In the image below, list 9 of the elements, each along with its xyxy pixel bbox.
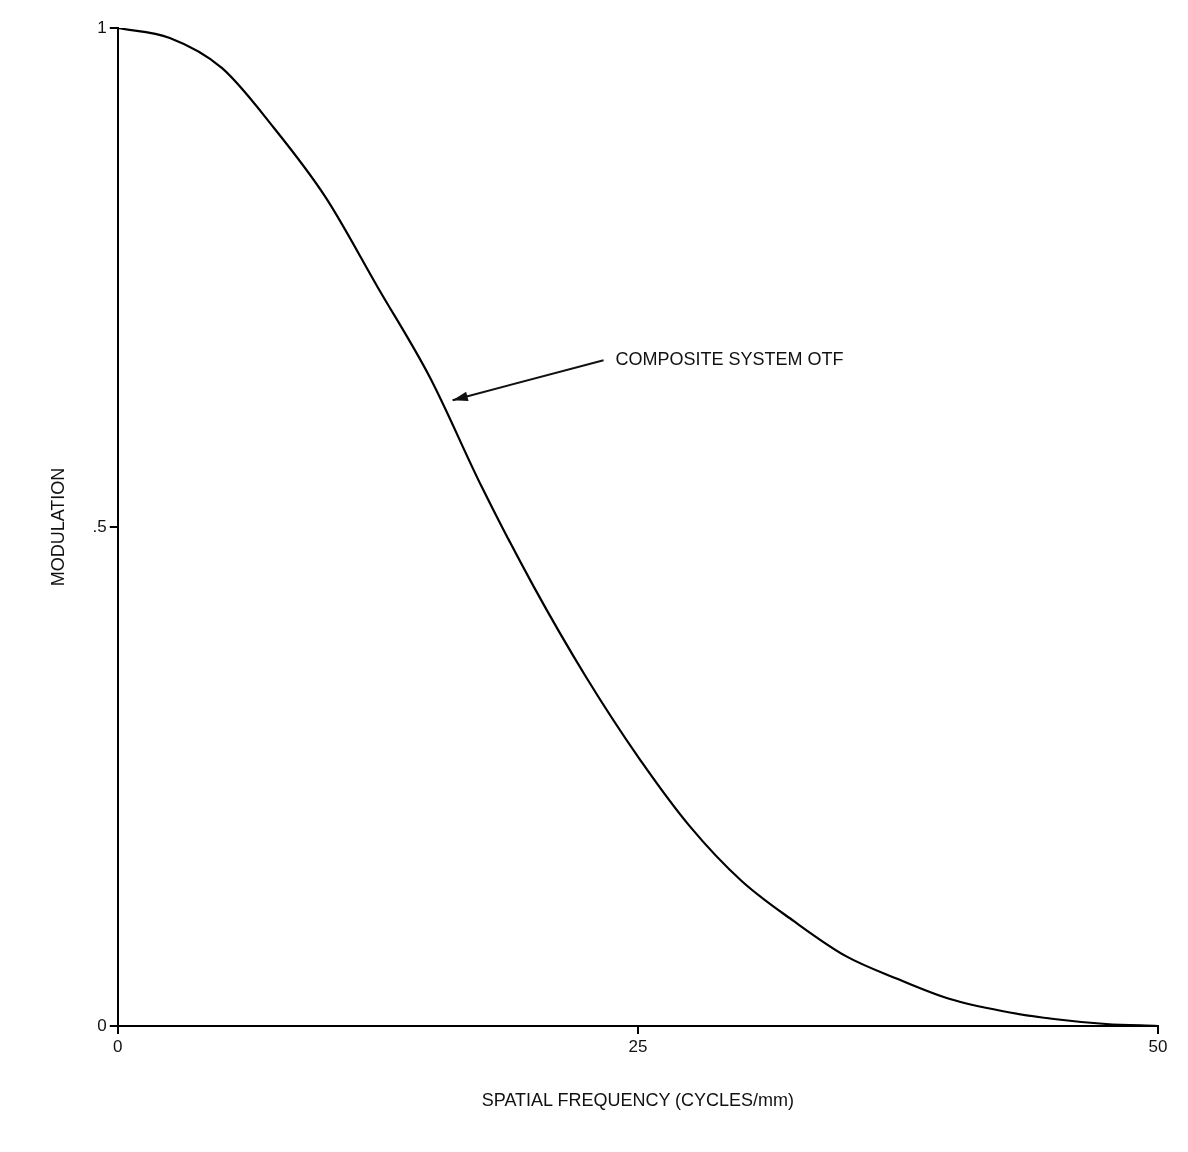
y-axis-title: MODULATION (47, 467, 68, 587)
x-tick-label: 0 (113, 1036, 123, 1056)
x-tick-label: 25 (628, 1036, 648, 1056)
x-tick-label: 50 (1148, 1036, 1168, 1056)
x-axis-title: SPATIAL FREQUENCY (CYCLES/mm) (481, 1090, 795, 1111)
y-tick-label: 0 (97, 1015, 107, 1035)
y-tick-label: .5 (92, 516, 107, 536)
annotation: COMPOSITE SYSTEM OTF (615, 349, 844, 370)
y-tick-label: 1 (97, 17, 107, 37)
